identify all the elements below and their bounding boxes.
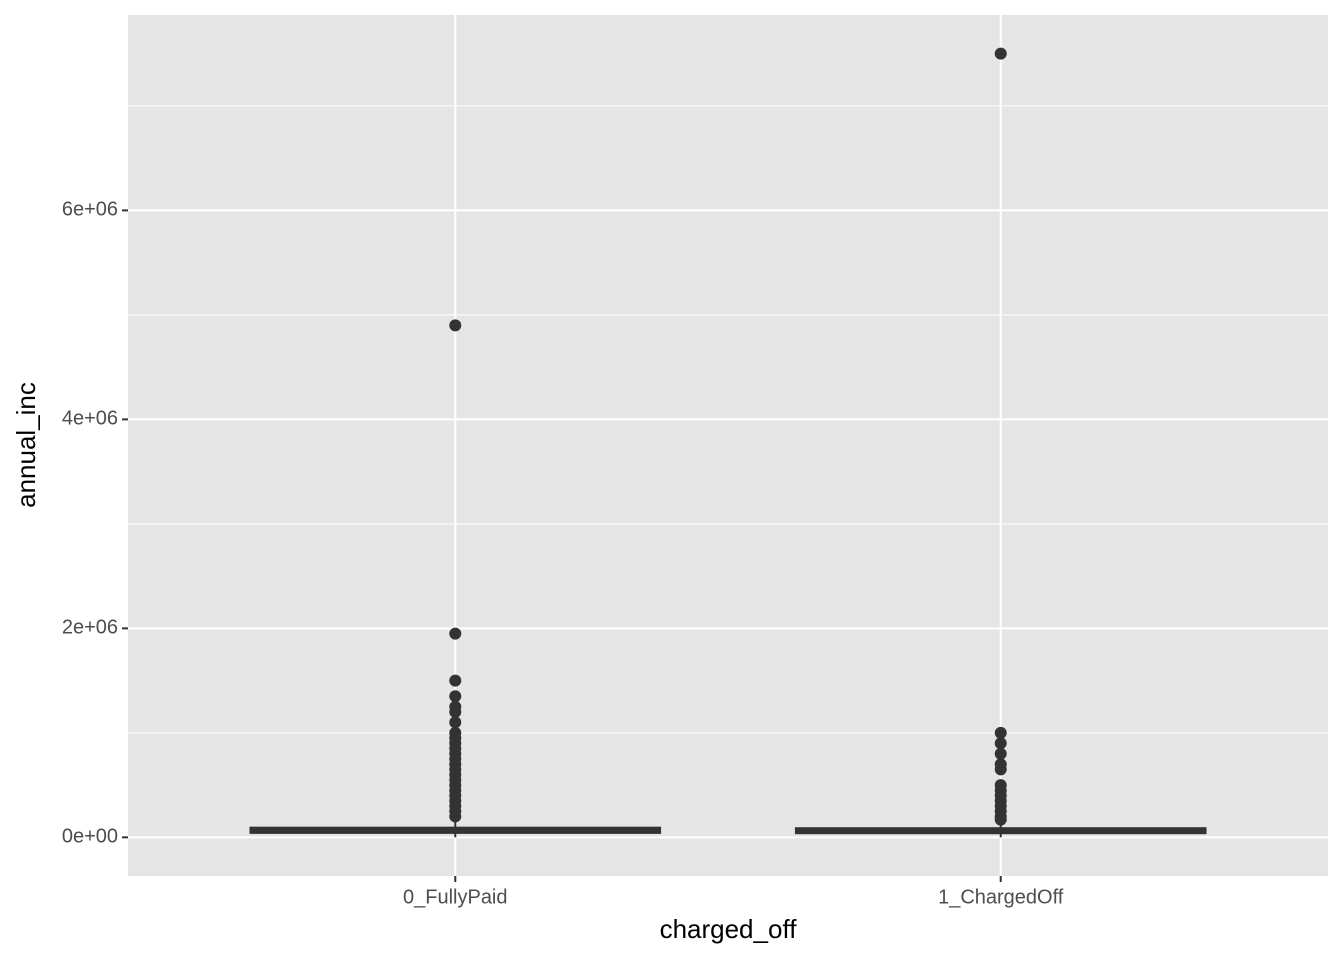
y-tick-label: 6e+06 (62, 199, 118, 221)
outlier (994, 813, 1007, 826)
outlier (994, 726, 1007, 739)
x-axis-title: charged_off (660, 914, 798, 944)
outlier (994, 747, 1007, 760)
outlier (449, 319, 462, 332)
outlier (994, 763, 1007, 776)
outlier (994, 47, 1007, 60)
outlier (449, 690, 462, 703)
outlier (449, 627, 462, 640)
y-axis-title: annual_inc (11, 382, 41, 508)
outlier (449, 810, 462, 823)
outlier (449, 674, 462, 687)
x-tick-label: 1_ChargedOff (938, 886, 1064, 908)
y-tick-label: 4e+06 (62, 408, 118, 430)
outlier (994, 737, 1007, 750)
outlier (449, 716, 462, 729)
outlier (449, 705, 462, 718)
y-tick-label: 2e+06 (62, 617, 118, 639)
panel (128, 15, 1328, 876)
y-tick-label: 0e+00 (62, 826, 118, 848)
x-tick-label: 0_FullyPaid (403, 886, 508, 908)
